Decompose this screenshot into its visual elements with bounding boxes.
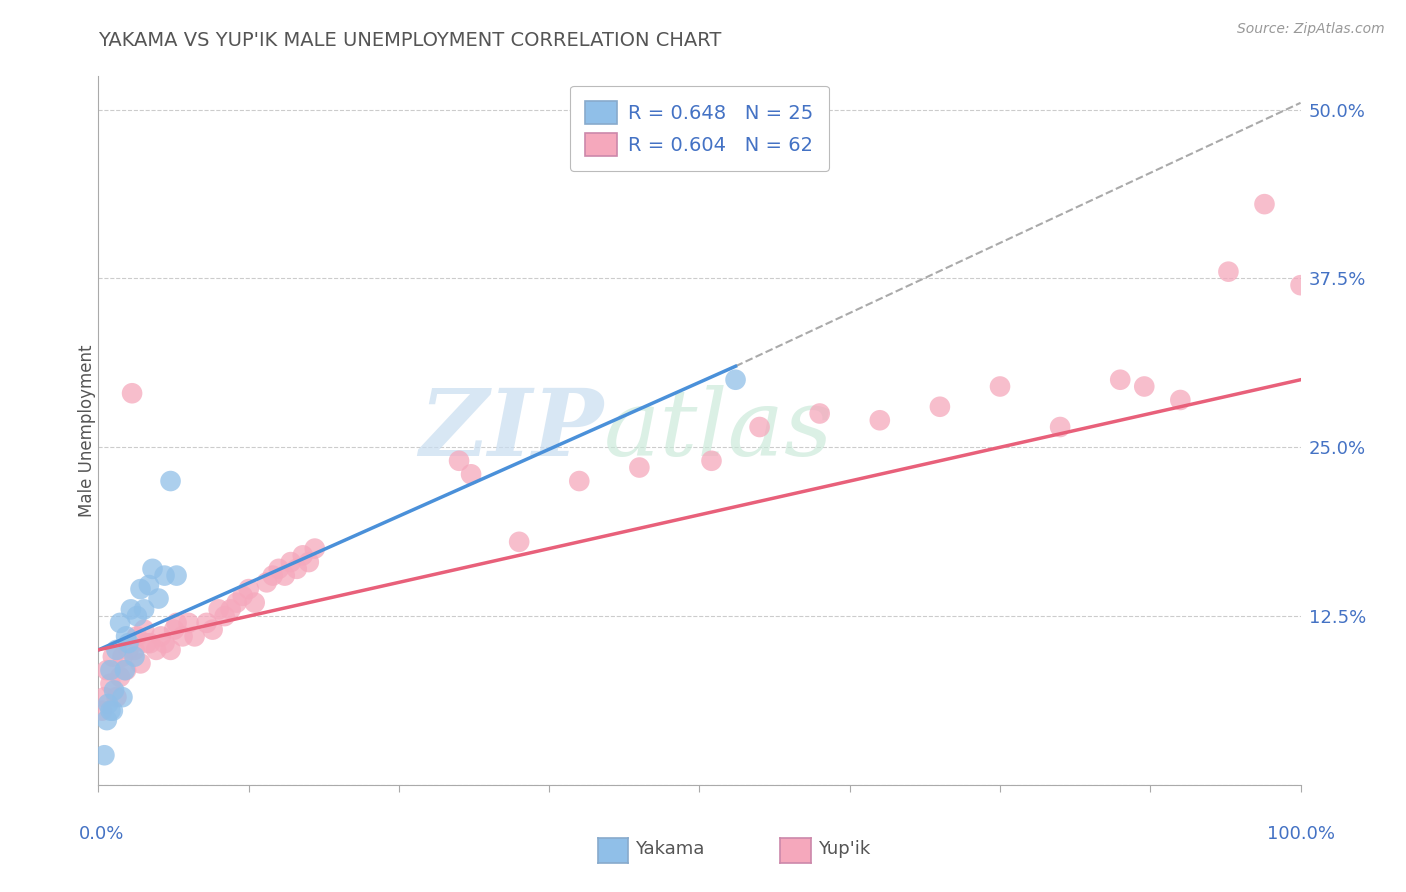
Point	[115, 663, 138, 677]
Point	[149, 629, 172, 643]
Text: Source: ZipAtlas.com: Source: ZipAtlas.com	[1237, 22, 1385, 37]
Point	[748, 420, 770, 434]
Point	[1109, 373, 1132, 387]
Point	[243, 596, 266, 610]
Point	[508, 534, 530, 549]
Point	[274, 568, 297, 582]
Point	[153, 636, 176, 650]
Point	[1133, 379, 1156, 393]
Point	[163, 623, 186, 637]
Point	[1049, 420, 1071, 434]
Point	[124, 643, 146, 657]
Point	[111, 690, 134, 705]
Point	[1218, 265, 1240, 279]
Point	[139, 636, 162, 650]
Point	[225, 596, 247, 610]
Point	[256, 575, 278, 590]
Text: 100.0%: 100.0%	[1267, 825, 1334, 843]
Text: Yup'ik: Yup'ik	[818, 840, 870, 858]
Point	[285, 562, 308, 576]
Point	[100, 676, 122, 690]
Point	[125, 609, 148, 624]
Point	[108, 615, 131, 630]
Y-axis label: Male Unemployment: Male Unemployment	[79, 344, 96, 516]
Point	[1289, 278, 1312, 293]
Point	[177, 615, 200, 630]
Point	[232, 589, 254, 603]
Point	[166, 615, 188, 630]
Point	[166, 568, 188, 582]
Point	[100, 663, 122, 677]
Text: Yakama: Yakama	[636, 840, 704, 858]
Point	[628, 460, 651, 475]
Point	[219, 602, 242, 616]
Text: ZIP: ZIP	[419, 385, 603, 475]
Point	[115, 629, 138, 643]
Point	[447, 454, 470, 468]
Point	[105, 690, 128, 705]
Point	[201, 623, 224, 637]
Point	[129, 657, 152, 671]
Point	[1170, 392, 1192, 407]
Point	[869, 413, 891, 427]
Point	[117, 636, 139, 650]
Point	[91, 704, 114, 718]
Point	[105, 643, 128, 657]
Point	[120, 602, 142, 616]
Point	[93, 748, 115, 763]
Point	[808, 407, 831, 421]
Point	[183, 629, 205, 643]
Text: YAKAMA VS YUP'IK MALE UNEMPLOYMENT CORRELATION CHART: YAKAMA VS YUP'IK MALE UNEMPLOYMENT CORRE…	[98, 31, 721, 50]
Point	[159, 643, 181, 657]
Point	[124, 649, 146, 664]
Point	[1253, 197, 1275, 211]
Point	[114, 663, 136, 677]
Point	[304, 541, 326, 556]
Point	[988, 379, 1011, 393]
Point	[97, 697, 120, 711]
Point	[267, 562, 290, 576]
Point	[108, 670, 131, 684]
Point	[148, 591, 170, 606]
Point	[928, 400, 950, 414]
Point	[291, 549, 314, 563]
Point	[153, 568, 176, 582]
Point	[568, 474, 591, 488]
Point	[125, 629, 148, 643]
Point	[100, 704, 122, 718]
Point	[111, 649, 134, 664]
Point	[96, 713, 118, 727]
Point	[298, 555, 321, 569]
Point	[195, 615, 218, 630]
Point	[93, 690, 115, 705]
Point	[214, 609, 236, 624]
Point	[141, 562, 163, 576]
Point	[208, 602, 231, 616]
Point	[101, 704, 124, 718]
Point	[724, 373, 747, 387]
Point	[159, 474, 181, 488]
Text: atlas: atlas	[603, 385, 832, 475]
Point	[172, 629, 194, 643]
Point	[103, 683, 125, 698]
Point	[145, 643, 167, 657]
Point	[238, 582, 260, 596]
Text: 0.0%: 0.0%	[79, 825, 124, 843]
Point	[262, 568, 284, 582]
Point	[280, 555, 302, 569]
Point	[129, 582, 152, 596]
Point	[101, 649, 124, 664]
Point	[700, 454, 723, 468]
Legend: R = 0.648   N = 25, R = 0.604   N = 62: R = 0.648 N = 25, R = 0.604 N = 62	[569, 86, 830, 171]
Point	[135, 636, 157, 650]
Point	[138, 578, 160, 592]
Point	[132, 623, 155, 637]
Point	[121, 386, 143, 401]
Point	[117, 643, 139, 657]
Point	[132, 602, 155, 616]
Point	[96, 663, 118, 677]
Point	[460, 467, 482, 482]
